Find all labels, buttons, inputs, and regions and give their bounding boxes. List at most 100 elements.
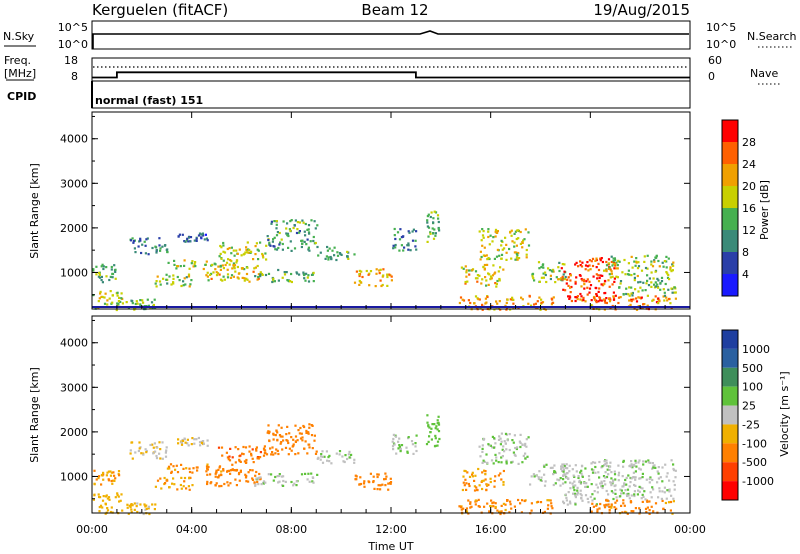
- vel-echo-2: [133, 508, 136, 511]
- power-echo-6: [188, 267, 191, 270]
- power-echo-4: [165, 273, 168, 276]
- power-echo-10: [282, 220, 285, 223]
- vel-echo-18: [520, 511, 523, 514]
- vel-echo-8: [255, 448, 258, 451]
- vel-echo-10: [276, 431, 279, 434]
- vel-echo-4: [172, 477, 175, 480]
- vel-echo-19: [540, 476, 543, 479]
- power-echo-13: [406, 244, 409, 247]
- power-echo-9: [312, 280, 315, 283]
- vel-echo-19: [543, 473, 546, 476]
- vel-echo-12: [384, 484, 387, 487]
- power-echo-20: [576, 295, 579, 298]
- vel-echo-1: [107, 470, 110, 473]
- vel-echo-11: [342, 460, 345, 463]
- velocity-colorbar-tick-0: 1000: [742, 343, 770, 356]
- power-echo-23: [646, 279, 649, 282]
- vel-echo-12: [377, 473, 380, 476]
- power-echo-17: [525, 256, 528, 259]
- power-echo-14: [426, 219, 429, 222]
- vel-echo-21: [592, 505, 595, 508]
- vel-echo-9: [264, 481, 267, 484]
- vel-echo-10: [287, 453, 290, 456]
- power-echo-9: [311, 273, 314, 276]
- vel-echo-1: [109, 470, 112, 473]
- power-echo-5: [205, 237, 209, 240]
- vel-echo-20: [614, 488, 617, 492]
- vel-echo-20: [577, 476, 580, 479]
- vel-echo-23: [641, 493, 644, 496]
- power-echo-21: [643, 303, 646, 306]
- vel-echo-17: [504, 432, 508, 435]
- vel-echo-3: [129, 452, 132, 455]
- vel-echo-21: [632, 510, 635, 513]
- freq-label-top: Freq.: [4, 54, 31, 67]
- power-echo-4: [187, 273, 191, 276]
- power-echo-20: [590, 260, 593, 263]
- power-echo-16: [464, 280, 467, 284]
- power-echo-11: [327, 258, 330, 261]
- vel-echo-22: [603, 460, 606, 463]
- power-echo-6: [175, 267, 178, 270]
- power-echo-1: [92, 269, 95, 272]
- vel-echo-20: [607, 493, 610, 496]
- velocity-colorbar-tick-6: -500: [742, 456, 767, 469]
- vel-echo-3: [137, 449, 140, 453]
- vel-echo-10: [300, 432, 303, 435]
- power-echo-8: [264, 252, 267, 255]
- power-echo-23: [633, 279, 636, 282]
- power-echo-21: [637, 296, 640, 299]
- vel-echo-10: [306, 452, 309, 455]
- power-echo-3: [166, 250, 169, 253]
- power-echo-15: [478, 298, 481, 301]
- power-echo-19: [537, 261, 541, 264]
- power-echo-3: [161, 245, 164, 248]
- power-echo-7: [232, 275, 235, 278]
- power-echo-23: [654, 285, 657, 288]
- vel-echo-10: [267, 424, 270, 427]
- power-echo-12: [390, 279, 393, 282]
- vel-echo-8: [245, 458, 248, 462]
- vel-echo-16: [478, 484, 481, 487]
- power-echo-7: [234, 270, 237, 273]
- power-echo-10: [308, 249, 311, 252]
- vel-echo-20: [594, 465, 597, 469]
- power-echo-17: [516, 254, 519, 257]
- vel-echo-20: [578, 480, 581, 484]
- vel-echo-2: [148, 512, 151, 516]
- power-echo-17: [504, 236, 507, 239]
- vel-echo-19: [543, 465, 546, 468]
- power-echo-7: [207, 279, 210, 282]
- vel-echo-19: [532, 473, 535, 476]
- power-echo-23: [650, 281, 653, 284]
- power-echo-20: [604, 291, 607, 295]
- power-echo-22: [610, 270, 613, 273]
- vel-echo-6: [215, 470, 218, 474]
- power-echo-18: [509, 298, 512, 301]
- vel-echo-14: [431, 423, 434, 426]
- power-echo-3: [147, 253, 150, 256]
- power-echo-19: [558, 278, 561, 281]
- velocity-colorbar-swatch-3: [722, 386, 738, 406]
- x-tick-2: 08:00: [275, 523, 307, 536]
- velocity-colorbar-tick-4: -25: [742, 418, 760, 431]
- power-echo-13: [407, 230, 410, 233]
- vel-echo-12: [387, 488, 390, 491]
- power-echo-9: [264, 273, 268, 277]
- vel-echo-16: [468, 484, 471, 488]
- power-echo-14: [427, 226, 431, 229]
- power-echo-3: [139, 239, 142, 242]
- vel-echo-7: [229, 469, 232, 472]
- vel-echo-8: [242, 453, 245, 456]
- power-echo-20: [569, 274, 572, 277]
- power-echo-17: [480, 239, 483, 242]
- vel-echo-17: [491, 435, 494, 438]
- vel-echo-17: [519, 445, 522, 449]
- power-echo-2: [127, 307, 130, 310]
- power-echo-21: [635, 300, 639, 303]
- vel-echo-23: [663, 486, 666, 489]
- vel-echo-13: [411, 443, 414, 446]
- vel-echo-17: [527, 436, 530, 439]
- vel-echo-18: [551, 507, 554, 510]
- power-echo-10: [298, 221, 302, 224]
